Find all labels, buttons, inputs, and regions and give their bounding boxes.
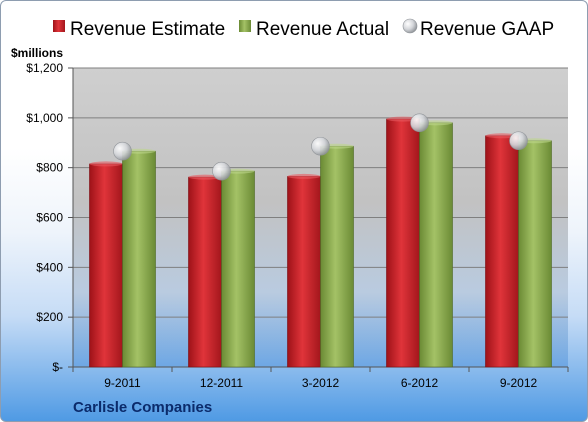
bar-revenue-estimate-cap	[287, 173, 321, 179]
marker-revenue-gaap	[410, 113, 429, 133]
y-tick-label: $400	[36, 260, 63, 274]
marker-revenue-gaap	[311, 136, 330, 156]
legend-label-estimate: Revenue Estimate	[70, 19, 225, 40]
bar-revenue-estimate	[89, 163, 123, 368]
legend-swatch-estimate	[53, 20, 65, 32]
marker-revenue-gaap	[509, 131, 528, 151]
marker-revenue-gaap	[212, 161, 231, 181]
y-tick-label: $1,200	[26, 61, 63, 75]
x-tick-label: 3-2012	[302, 376, 340, 390]
x-tick-label: 6-2012	[401, 376, 439, 390]
bar-revenue-actual	[518, 140, 552, 368]
bar-revenue-actual	[122, 150, 156, 368]
legend-swatch-actual	[239, 20, 251, 32]
legend-swatch-gaap	[402, 18, 418, 34]
legend: Revenue Estimate Revenue Actual Revenue …	[53, 18, 554, 40]
bar-revenue-estimate	[485, 135, 519, 368]
y-tick-label: $-	[52, 360, 63, 374]
y-tick-label: $800	[36, 161, 63, 175]
y-axis-unit-label: $millions	[11, 46, 63, 60]
bar-revenue-actual	[320, 145, 354, 368]
x-tick-label: 9-2011	[104, 376, 141, 390]
marker-revenue-gaap	[113, 141, 132, 161]
y-tick-label: $600	[36, 211, 63, 225]
y-axis-ticks: $- $200 $400 $600 $800 $1,000 $1,200	[26, 61, 568, 374]
company-name: Carlisle Companies	[73, 399, 212, 416]
bars	[89, 116, 552, 368]
legend-label-gaap: Revenue GAAP	[420, 19, 554, 40]
y-tick-label: $1,000	[26, 111, 63, 125]
y-tick-label: $200	[36, 310, 63, 324]
legend-label-actual: Revenue Actual	[256, 19, 389, 40]
bar-revenue-estimate-cap	[188, 174, 222, 180]
x-tick-label: 9-2012	[500, 376, 538, 390]
bar-revenue-estimate	[188, 176, 222, 368]
x-tick-label: 12-2011	[200, 376, 243, 390]
bar-revenue-estimate	[386, 118, 420, 368]
bar-revenue-estimate-cap	[89, 161, 123, 167]
bar-revenue-estimate	[287, 176, 321, 368]
bar-revenue-actual	[221, 170, 255, 368]
gaap-markers	[113, 113, 528, 181]
bar-revenue-actual	[419, 122, 453, 368]
x-axis-ticks: 9-2011 12-2011 3-2012 6-2012 9-2012	[72, 367, 569, 390]
